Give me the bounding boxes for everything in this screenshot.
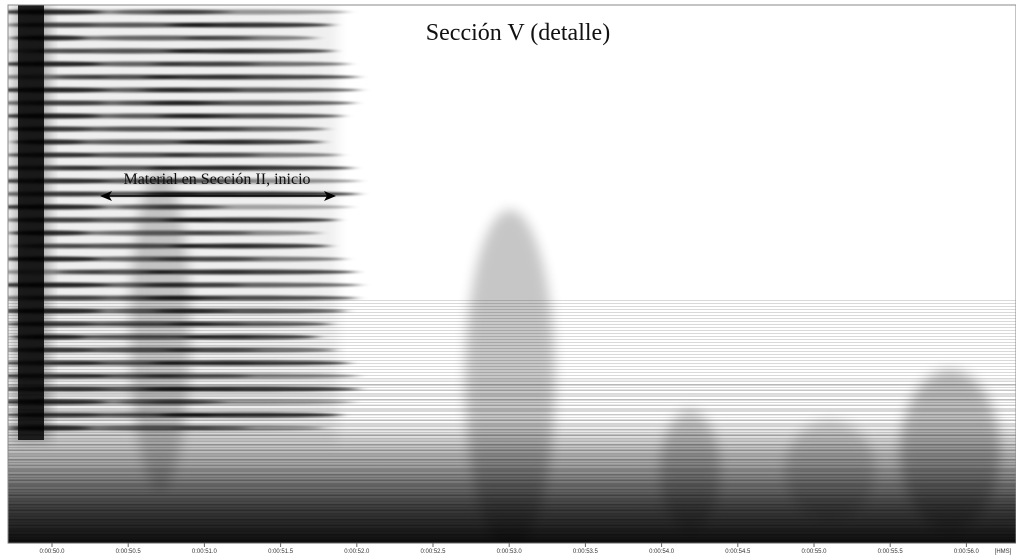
time-tick-label: 0:00:52.0 [344,549,370,555]
harmonic-streak [140,88,360,93]
harmonic-streak [164,348,336,353]
time-tick-label: 0:00:55.5 [878,549,904,555]
time-tick-label: 0:00:56.0 [954,549,980,555]
time-tick-label: 0:00:50.0 [39,549,65,555]
time-tick-label: 0:00:54.5 [725,549,751,555]
time-tick-label: 0:00:53.0 [497,549,523,555]
harmonic-streak [142,374,359,379]
time-tick-label: 0:00:51.5 [268,549,294,555]
harmonic-streak [166,49,334,54]
spectrogram-view: Sección V (detalle) Material en Sección … [0,0,1016,558]
time-tick-label: 0:00:52.5 [420,549,446,555]
harmonic-streak [183,36,316,41]
harmonic-streak [144,270,356,275]
harmonic-streak [157,114,343,119]
harmonic-streak [169,322,332,327]
time-tick-label: 0:00:54.0 [649,549,675,555]
harmonic-streak [149,205,351,210]
harmonic-streak [140,283,360,288]
harmonic-streak [167,23,333,28]
time-unit: [HMS] [995,549,1012,555]
time-tick-label: 0:00:51.0 [192,549,218,555]
harmonic-streak [173,127,326,132]
harmonic-streak [150,361,350,366]
harmonic-streak [155,257,346,262]
harmonic-streak [180,231,320,236]
harmonic-streak [152,10,348,15]
harmonic-streak [142,75,358,80]
harmonic-streak [154,309,347,314]
harmonic-streak [177,140,324,145]
harmonic-streak [160,153,340,158]
title: Sección V (detalle) [426,20,610,46]
harmonic-streak [143,296,356,301]
harmonic-streak [145,101,354,106]
harmonic-streak [170,244,330,249]
harmonic-streak [163,218,338,223]
annotation: Material en Sección II, inicio [123,171,310,188]
harmonic-streak [140,387,359,392]
time-tick-label: 0:00:53.5 [573,549,599,555]
harmonic-streak [181,335,318,340]
harmonic-streak [147,166,353,171]
harmonic-streak [151,62,348,67]
time-tick-label: 0:00:50.5 [116,549,142,555]
time-tick-label: 0:00:55.0 [801,549,827,555]
